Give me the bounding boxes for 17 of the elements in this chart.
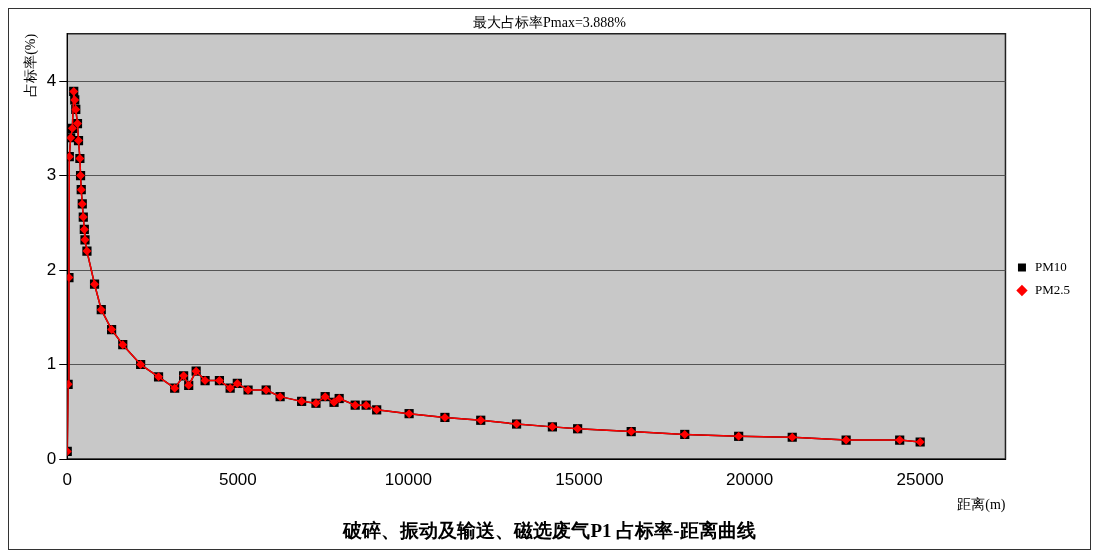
y-tick-label: 0	[46, 448, 57, 468]
x-tick-label: 10000	[384, 469, 433, 489]
x-tick-label: 0	[62, 469, 72, 489]
x-tick-label: 15000	[555, 469, 603, 489]
x-tick-label: 25000	[896, 469, 944, 489]
legend-label: PM2.5	[1034, 281, 1071, 297]
y-tick-label: 3	[46, 165, 57, 185]
chart-subtitle: 最大占标率Pmax=3.888%	[473, 15, 627, 31]
y-tick-label: 2	[46, 259, 57, 279]
x-tick-label: 5000	[218, 469, 257, 489]
text: 破碎、振动及输送、磁选废气P1 占标率-距离曲线	[342, 519, 756, 541]
y-tick-label: 4	[46, 70, 57, 90]
x-tick-label: 20000	[725, 469, 774, 489]
y-tick-label: 1	[46, 354, 57, 374]
x-axis-title: 距离(m)	[957, 497, 1006, 514]
legend-label: PM10	[1034, 258, 1067, 274]
y-axis-title: 占标率(%)	[23, 33, 40, 97]
